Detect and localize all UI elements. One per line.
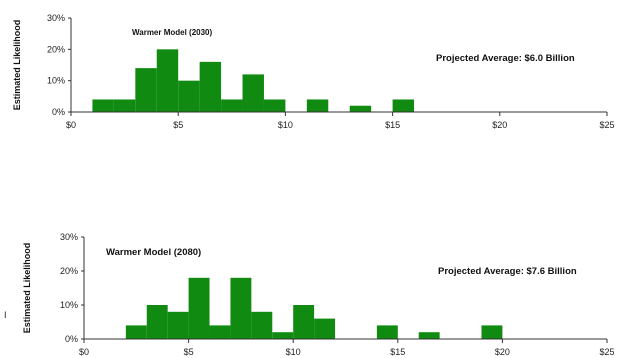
x-tick-label: $25 [599,347,614,357]
histogram-bar [125,325,147,339]
histogram-bar [209,325,231,339]
projected-average-annotation: Projected Average: $6.0 Billion [436,53,575,64]
histogram-bar [349,105,372,112]
x-tick-label: $10 [286,347,301,357]
histogram-bar [113,99,136,112]
x-tick-label: $5 [184,347,194,357]
x-tick-label: $15 [390,347,405,357]
histogram-bar [188,277,210,339]
histogram-bar [221,99,243,112]
y-tick-label: 30% [60,232,78,242]
side-mark: I [4,310,7,320]
histogram-bar [376,325,398,339]
y-tick-label: 20% [47,44,65,54]
y-tick-label: 20% [60,266,78,276]
histogram-bar [242,74,264,112]
histogram-bar [135,68,157,112]
histogram-bar [156,49,179,112]
chart-title: Warmer Model (2080) [106,247,201,258]
x-tick-label: $0 [66,120,76,130]
chart-title: Warmer Model (2030) [132,28,213,37]
histogram-bar [251,311,273,339]
y-tick-label: 0% [65,334,78,344]
histogram-bar [230,277,252,339]
histogram-bar [293,305,315,339]
x-tick-label: $5 [173,120,183,130]
histogram-bar [167,311,189,339]
x-tick-label: $10 [278,120,293,130]
histogram-bar [272,332,294,339]
x-tick-label: $20 [495,347,510,357]
histogram-bar [392,99,415,112]
x-tick-label: $25 [599,120,614,130]
y-tick-label: 10% [60,300,78,310]
histogram-bar [199,61,222,112]
y-axis-label: Estimated Likelihood [22,243,32,334]
histogram-bar [146,305,168,339]
y-tick-label: 30% [47,13,65,23]
histogram-bar [314,318,336,339]
histogram-bar [481,325,503,339]
x-tick-label: $0 [79,347,89,357]
y-tick-label: 10% [47,76,65,86]
histogram-bar [92,99,114,112]
histogram-bar [418,332,440,339]
y-tick-label: 0% [52,107,65,117]
projected-average-annotation: Projected Average: $7.6 Billion [438,266,577,277]
histogram-bar [306,99,329,112]
histogram-bar [263,99,286,112]
x-tick-label: $20 [492,120,507,130]
y-axis-label: Estimated Likelihood [12,20,22,111]
x-tick-label: $15 [385,120,400,130]
histogram-bar [178,80,200,112]
